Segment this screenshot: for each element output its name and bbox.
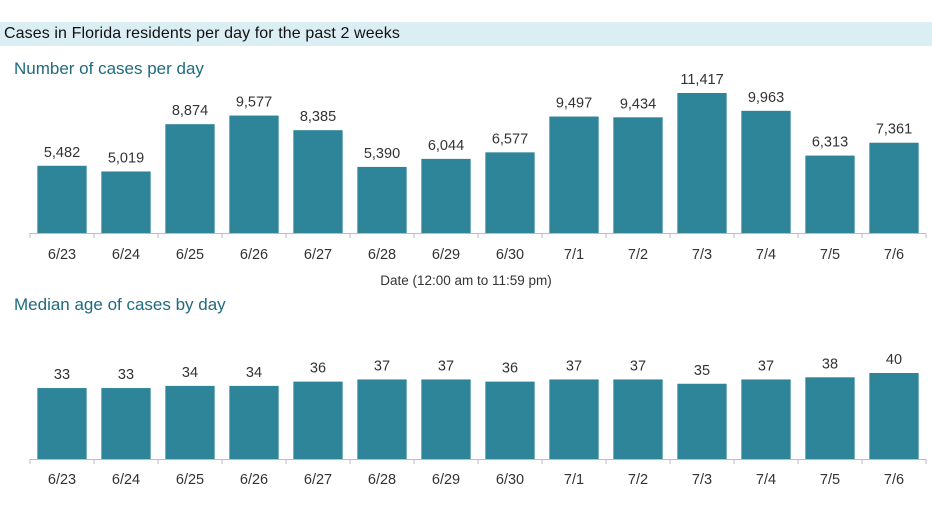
cases-x-tick-label: 7/4 bbox=[756, 247, 776, 263]
cases-x-tick-label: 6/25 bbox=[176, 247, 204, 263]
median-age-bar bbox=[805, 377, 855, 459]
median-age-x-tick-label: 6/29 bbox=[432, 472, 460, 488]
cases-value-label: 11,417 bbox=[680, 72, 723, 88]
cases-value-label: 5,390 bbox=[364, 146, 400, 162]
cases-value-label: 9,577 bbox=[236, 95, 272, 111]
cases-value-label: 9,497 bbox=[556, 96, 592, 112]
cases-bar bbox=[741, 110, 791, 233]
median-age-bar bbox=[741, 379, 791, 459]
median-age-value-label: 34 bbox=[246, 365, 262, 381]
median-age-x-tick-label: 6/26 bbox=[240, 472, 268, 488]
cases-value-label: 5,019 bbox=[108, 150, 144, 166]
header-bar: Cases in Florida residents per day for t… bbox=[0, 22, 932, 46]
cases-x-tick-label: 6/29 bbox=[432, 247, 460, 263]
cases-bar bbox=[677, 93, 727, 233]
median-age-bar bbox=[357, 379, 407, 459]
cases-bar bbox=[421, 158, 471, 233]
cases-value-label: 8,874 bbox=[172, 103, 208, 119]
cases-x-tick-label: 7/5 bbox=[820, 247, 840, 263]
cases-value-label: 6,577 bbox=[492, 131, 528, 147]
median-age-x-tick-label: 7/6 bbox=[884, 472, 904, 488]
median-age-bar bbox=[165, 385, 215, 459]
chart-2-title: Median age of cases by day bbox=[14, 295, 226, 314]
cases-value-label: 8,385 bbox=[300, 109, 336, 125]
cases-value-label: 9,434 bbox=[620, 96, 656, 112]
median-age-value-label: 35 bbox=[694, 363, 710, 379]
cases-x-tick-label: 7/6 bbox=[884, 247, 904, 263]
cases-x-tick-label: 6/23 bbox=[48, 247, 76, 263]
median-age-value-label: 36 bbox=[310, 361, 326, 377]
cases-x-tick-label: 7/2 bbox=[628, 247, 648, 263]
median-age-bar bbox=[549, 379, 599, 459]
cases-bar bbox=[37, 165, 87, 233]
median-age-value-label: 33 bbox=[118, 367, 134, 383]
median-age-bar bbox=[229, 385, 279, 459]
median-age-bar bbox=[677, 383, 727, 459]
cases-value-label: 5,482 bbox=[44, 145, 80, 161]
median-age-bar bbox=[613, 379, 663, 459]
cases-value-label: 6,044 bbox=[428, 138, 464, 154]
median-age-value-label: 37 bbox=[438, 358, 454, 374]
median-age-value-label: 37 bbox=[374, 358, 390, 374]
chart-1-x-axis-label: Date (12:00 am to 11:59 pm) bbox=[380, 273, 552, 288]
cases-value-label: 6,313 bbox=[812, 135, 848, 151]
median-age-x-tick-label: 6/30 bbox=[496, 472, 524, 488]
median-age-bar bbox=[869, 373, 919, 459]
cases-bar bbox=[293, 130, 343, 233]
cases-x-tick-label: 7/1 bbox=[564, 247, 584, 263]
median-age-bar bbox=[37, 388, 87, 459]
median-age-bar bbox=[485, 381, 535, 459]
cases-bar bbox=[869, 142, 919, 233]
cases-bar bbox=[805, 155, 855, 233]
cases-x-tick-label: 7/3 bbox=[692, 247, 712, 263]
median-age-x-tick-label: 7/4 bbox=[756, 472, 776, 488]
median-age-x-tick-label: 6/24 bbox=[112, 472, 140, 488]
median-age-bar bbox=[101, 388, 151, 459]
cases-x-tick-label: 6/26 bbox=[240, 247, 268, 263]
cases-x-tick-label: 6/27 bbox=[304, 247, 332, 263]
median-age-value-label: 37 bbox=[566, 358, 582, 374]
cases-bar bbox=[101, 171, 151, 233]
median-age-value-label: 37 bbox=[630, 358, 646, 374]
chart-1-title: Number of cases per day bbox=[14, 59, 204, 78]
cases-value-label: 7,361 bbox=[876, 122, 912, 138]
cases-bar bbox=[357, 166, 407, 233]
page-title: Cases in Florida residents per day for t… bbox=[4, 25, 400, 42]
median-age-value-label: 33 bbox=[54, 367, 70, 383]
cases-bar bbox=[549, 116, 599, 233]
median-age-value-label: 36 bbox=[502, 361, 518, 377]
cases-per-day-chart: 5,482 6/23 5,019 6/24 8,874 6/25 9,577 6/26 8,38… bbox=[29, 72, 927, 263]
median-age-x-tick-label: 7/3 bbox=[692, 472, 712, 488]
median-age-x-tick-label: 6/28 bbox=[368, 472, 396, 488]
median-age-x-tick-label: 6/27 bbox=[304, 472, 332, 488]
cases-x-tick-label: 6/30 bbox=[496, 247, 524, 263]
median-age-value-label: 37 bbox=[758, 358, 774, 374]
cases-x-tick-label: 6/24 bbox=[112, 247, 140, 263]
median-age-bar bbox=[421, 379, 471, 459]
cases-bar bbox=[229, 115, 279, 233]
median-age-value-label: 40 bbox=[886, 352, 902, 368]
median-age-x-tick-label: 6/23 bbox=[48, 472, 76, 488]
median-age-x-tick-label: 6/25 bbox=[176, 472, 204, 488]
median-age-bar bbox=[293, 381, 343, 459]
cases-x-tick-label: 6/28 bbox=[368, 247, 396, 263]
median-age-x-tick-label: 7/2 bbox=[628, 472, 648, 488]
cases-bar bbox=[485, 152, 535, 233]
median-age-x-tick-label: 7/5 bbox=[820, 472, 840, 488]
cases-bar bbox=[613, 117, 663, 233]
cases-value-label: 9,963 bbox=[748, 90, 784, 106]
median-age-value-label: 38 bbox=[822, 356, 838, 372]
cases-bar bbox=[165, 124, 215, 233]
median-age-x-tick-label: 7/1 bbox=[564, 472, 584, 488]
median-age-value-label: 34 bbox=[182, 365, 198, 381]
